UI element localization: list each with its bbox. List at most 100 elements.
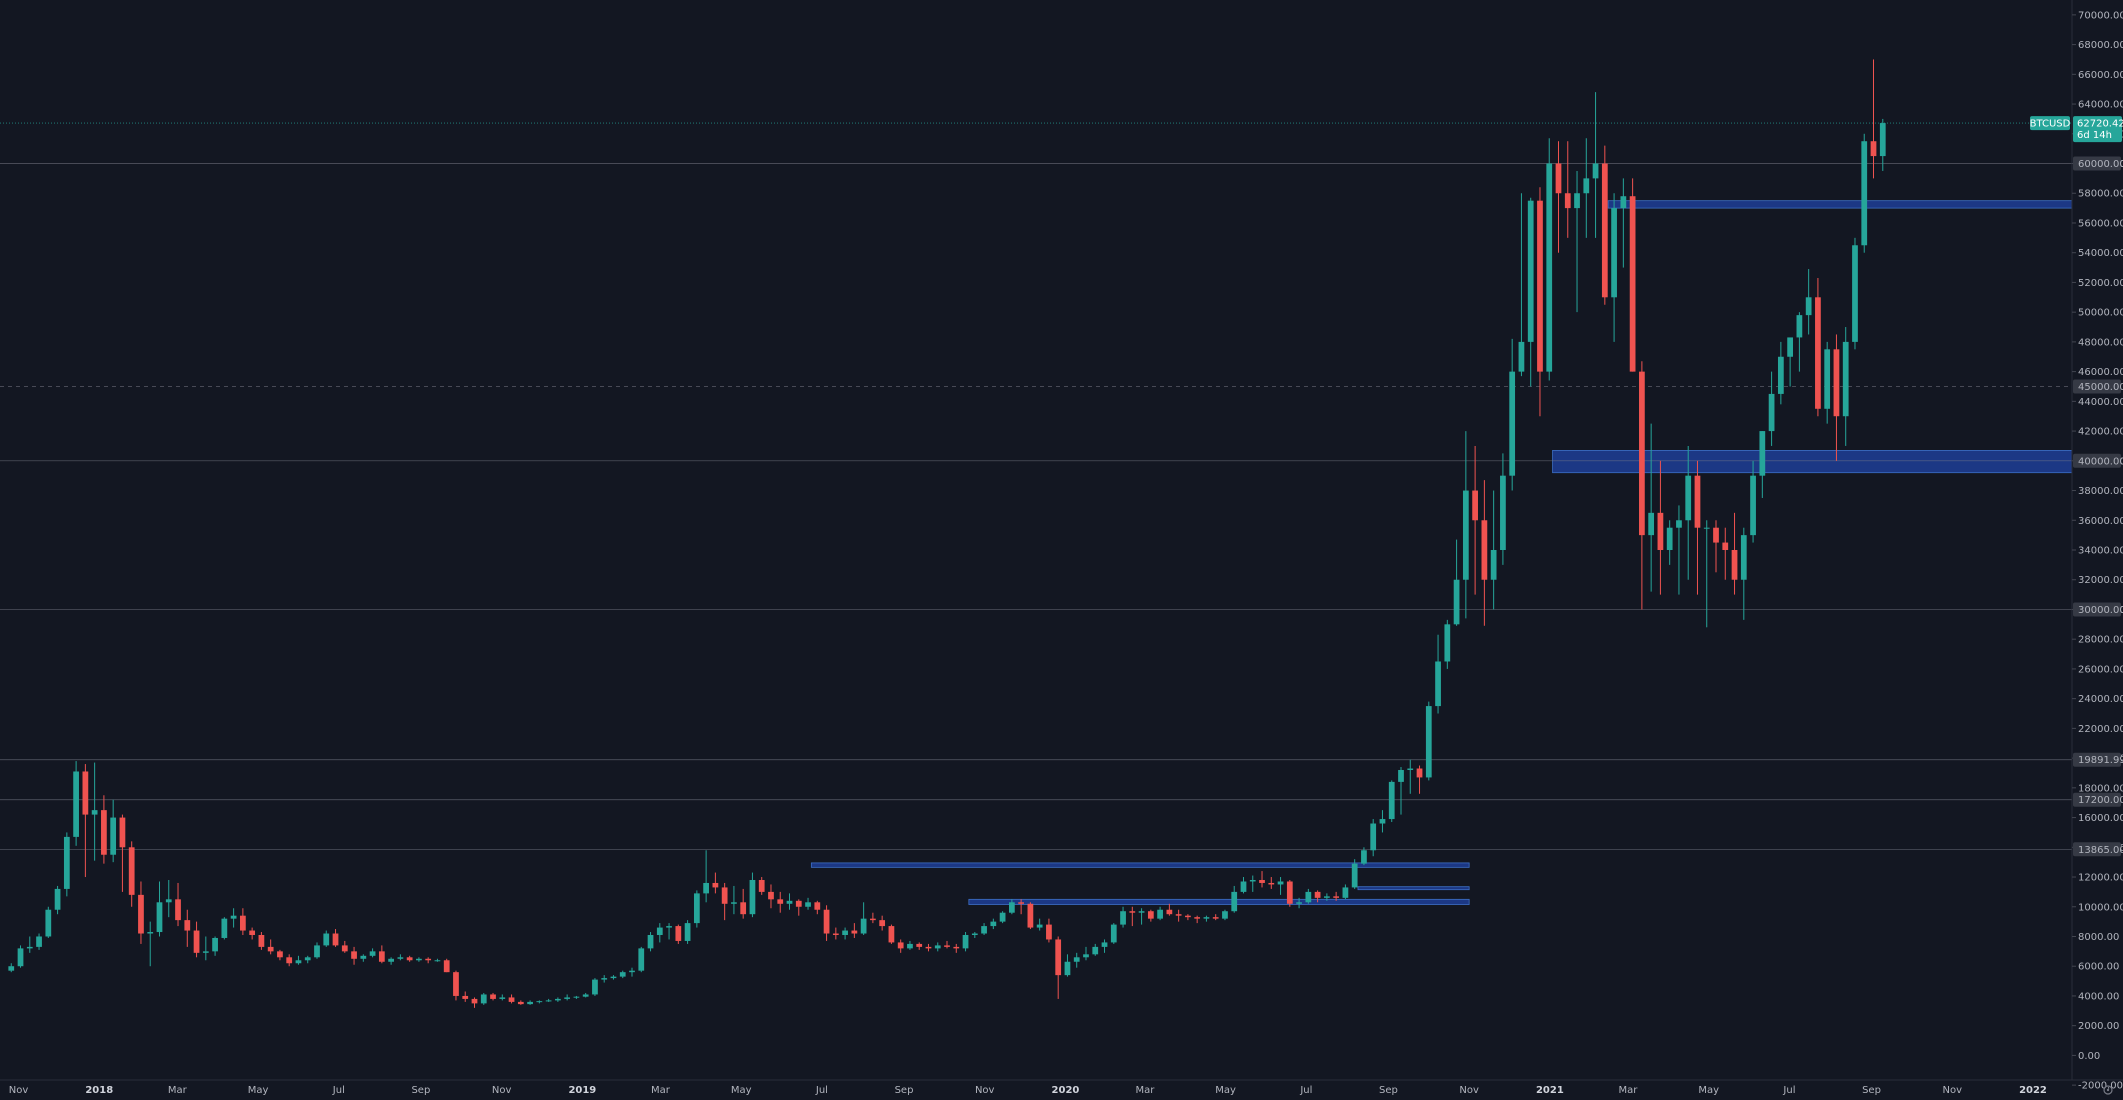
candle-body [1703,527,1710,529]
zone-0[interactable] [1607,200,2073,209]
candle-body [295,960,302,964]
x-tick-label: 2021 [1536,1085,1564,1096]
candle-body [147,932,154,934]
candle-body [795,900,802,907]
candle-body [128,847,135,895]
candle-body [63,836,70,889]
price-axis-ticks: -2000.00 0.00 2000.00 4000.00 6000.00 8000.00… [2072,10,2123,1092]
y-tick-label: 44000.00 [2078,397,2123,408]
candle-body [582,994,589,997]
y-tick-label: 52000.00 [2078,278,2123,289]
candle-body [1870,141,1877,157]
candle-body [1620,196,1627,209]
y-tick-label: 24000.00 [2078,694,2123,705]
level-badge[interactable]: 40000.00 [2073,453,2123,468]
candle-body [221,918,228,938]
candle-body [1685,475,1692,521]
candle-body [1185,915,1191,918]
candle-body [1462,490,1469,580]
candle-body [26,946,33,949]
candle-body [360,955,367,959]
level-badge[interactable]: 45000.00 [2073,379,2123,394]
candle-body [1583,178,1590,194]
candle-body [1574,193,1580,209]
candle-body [351,951,357,959]
candle-body [1036,924,1043,928]
level-badge[interactable]: 19891.99 [2073,752,2123,767]
support-zones [810,200,2073,905]
y-tick-label: 58000.00 [2078,189,2123,200]
x-tick-label: Sep [1862,1085,1881,1096]
candle-body [119,817,126,848]
candle-body [36,936,42,947]
level-badge[interactable]: 13865.00 [2073,842,2123,857]
candle-body [443,960,450,973]
candle-body [693,893,700,924]
symbol-badge[interactable]: BTCUSD [2030,116,2071,131]
y-tick-label: 38000.00 [2078,486,2123,497]
candle-body [1796,315,1803,338]
candle-body [592,979,598,995]
candle-body [1361,850,1367,864]
candle-body [1046,924,1052,940]
candle-body [1314,891,1321,898]
candle-body [480,994,487,1004]
candle-body [555,998,561,1001]
candle-body [1490,550,1497,580]
level-badge-label: 17200.00 [2078,795,2123,806]
candle-body [1805,297,1812,316]
price-axis-background[interactable] [2072,0,2123,1090]
zone-2[interactable] [810,862,1470,868]
candle-body [434,960,441,962]
level-badge[interactable]: 30000.00 [2073,602,2123,617]
candle-body [684,923,691,941]
y-tick-label: 4000.00 [2078,991,2119,1002]
candle-body [323,933,330,946]
bar-countdown: 6d 14h [2077,130,2112,141]
candle-body [397,957,404,959]
candle-body [1694,475,1701,528]
candle-body [740,902,747,915]
level-badge[interactable]: 17200.00 [2073,792,2123,807]
level-badge-label: 30000.00 [2078,605,2123,616]
candle-body [1657,512,1664,550]
candle-body [1324,896,1330,898]
y-tick-label: 10000.00 [2078,902,2123,913]
zone-4[interactable] [1357,886,1470,891]
candle-body [462,995,469,999]
candle-body [842,930,848,935]
zone-1[interactable] [1552,450,2073,474]
candle-body [1370,823,1377,851]
candle-body [851,930,858,934]
candle-body [573,996,580,998]
settings-icon[interactable] [2103,1085,2113,1095]
candle-body [1268,882,1275,885]
y-tick-label: 12000.00 [2078,873,2123,884]
candle-body [1222,911,1228,919]
y-tick-label: 48000.00 [2078,337,2123,348]
candle-body [1147,911,1154,919]
time-axis-background[interactable] [0,1080,2123,1100]
candle-body [610,976,617,979]
level-badge[interactable]: 60000.00 [2073,156,2123,171]
candle-body [823,909,830,934]
x-tick-label: Nov [975,1085,995,1096]
candle-body [758,880,765,892]
candle-body [953,946,960,949]
candle-body [1611,208,1617,298]
x-tick-label: May [1215,1085,1236,1096]
level-badges: 60000.00 45000.00 40000.00 30000.00 19891.99… [2073,156,2123,857]
y-tick-label: 2000.00 [2078,1021,2119,1032]
zone-3[interactable] [968,898,1470,905]
candle-body [54,888,61,910]
y-tick-label: 32000.00 [2078,575,2123,586]
candle-body [1351,863,1358,888]
candle-body [230,915,237,919]
candle-body [453,972,459,996]
candle-body [1481,520,1488,580]
candle-body [1768,393,1775,432]
candle-body [1055,939,1062,976]
